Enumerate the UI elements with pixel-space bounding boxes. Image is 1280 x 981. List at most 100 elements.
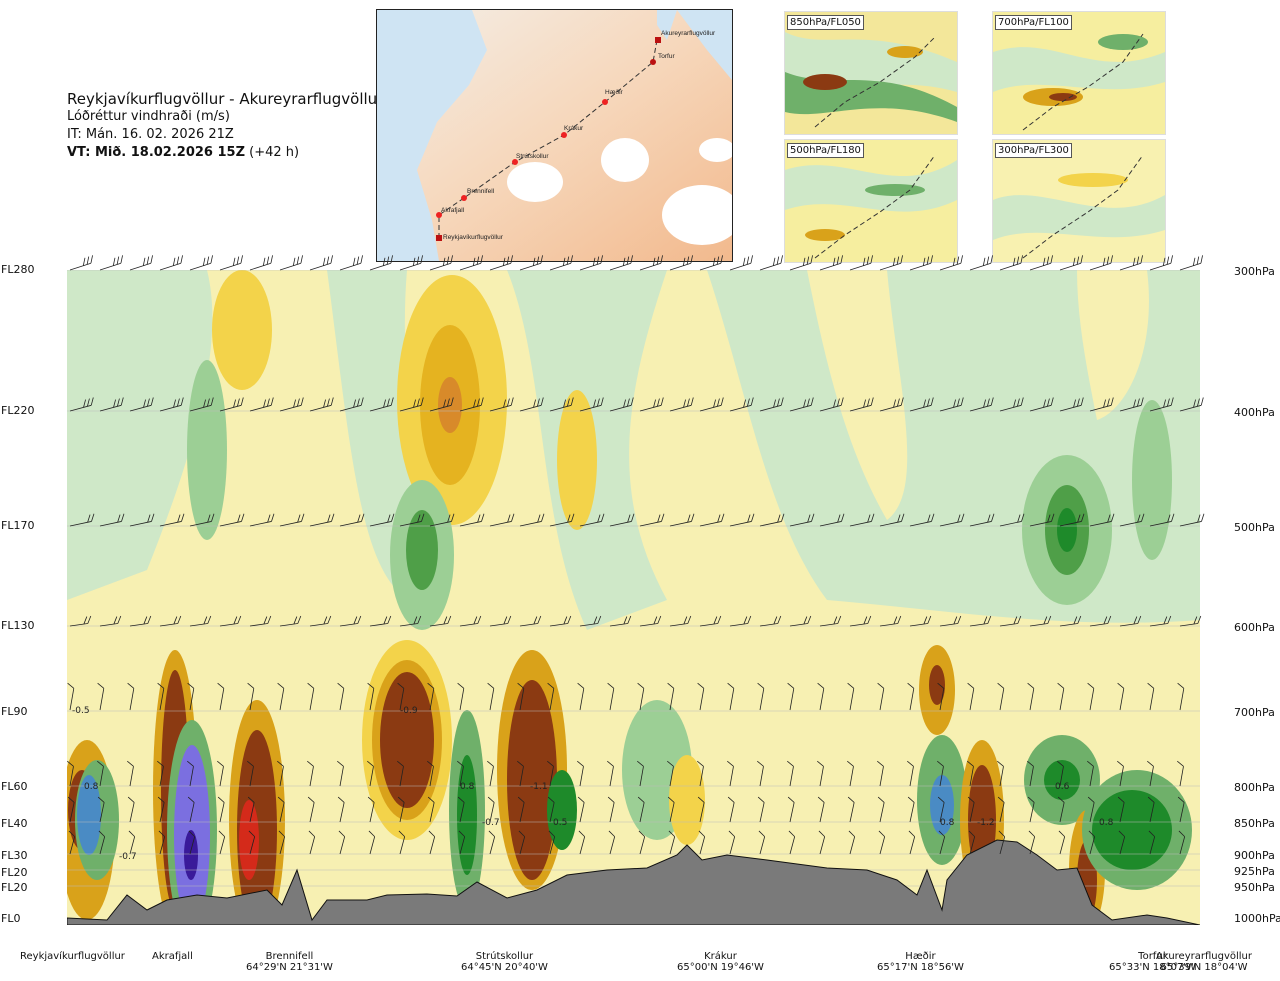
wind-barb <box>99 255 123 271</box>
route-map-svg: Akureyrarflugvöllur Torfur Hæðir Krákur … <box>377 10 732 261</box>
wind-barb <box>249 255 273 271</box>
fl-label: FL20 <box>1 881 28 894</box>
location-name: Hæðir <box>905 951 936 962</box>
wind-barb <box>69 255 93 271</box>
hpa-label: 850hPa <box>1234 817 1275 830</box>
fl-label: FL40 <box>1 817 28 830</box>
thumb-300hpa-svg <box>993 140 1165 262</box>
location-name: Krákur <box>704 951 737 962</box>
contour-value: -1.1 <box>530 782 548 792</box>
cell-down <box>507 680 557 880</box>
point-torfur <box>650 59 656 65</box>
hpa-label: 800hPa <box>1234 781 1275 794</box>
map-label-strutskollur: Strútskollur <box>516 153 549 160</box>
location-brennifell: Brennifell 64°29'N 21°31'W <box>246 951 333 973</box>
cell-down <box>929 665 945 705</box>
location-akrafjall: Akrafjall <box>152 951 193 962</box>
field-down <box>212 270 272 390</box>
location-name: Akureyrarflugvöllur <box>1156 951 1253 962</box>
location-coord: 64°29'N 21°31'W <box>246 962 333 973</box>
route-line <box>438 39 658 238</box>
field-up <box>1057 508 1077 552</box>
thumb-500hpa-label: 500hPa/FL180 <box>787 143 864 158</box>
wind-barb <box>129 255 153 271</box>
route-points <box>436 37 661 241</box>
contour-value: 0.8 <box>1099 818 1114 828</box>
point-akureyri <box>655 37 661 43</box>
location-name: Brennifell <box>265 951 314 962</box>
contour-value: 0.8 <box>84 782 99 792</box>
field-up <box>187 360 227 540</box>
fjord-north <box>657 10 677 40</box>
cell-down <box>239 800 259 880</box>
wind-barb <box>309 255 333 271</box>
location-krakur: Krákur 65°00'N 19°46'W <box>677 951 764 973</box>
wind-barb <box>159 255 183 271</box>
contour-value: 0.8 <box>940 818 955 828</box>
cross-section-svg <box>67 270 1200 925</box>
fl-label: FL170 <box>1 519 35 532</box>
point-strutskollur <box>512 159 518 165</box>
point-akrafjall <box>436 212 442 218</box>
hpa-label: 500hPa <box>1234 521 1275 534</box>
cross-section: -0.5 0.8 -0.7 -0.9 0.8 -0.7 -1.1 0.5 0.8… <box>67 270 1200 925</box>
location-coord: 65°17'N 18°56'W <box>877 962 964 973</box>
sea-north <box>677 10 732 80</box>
fl-label: FL30 <box>1 849 28 862</box>
thumb-700hpa-label: 700hPa/FL100 <box>995 15 1072 30</box>
contour-value: -0.9 <box>400 706 418 716</box>
fl-label: FL90 <box>1 705 28 718</box>
route-title: Reykjavíkurflugvöllur - Akureyrarflugvöl… <box>67 90 384 108</box>
thumb-850hpa[interactable]: 850hPa/FL050 <box>784 11 958 135</box>
contour-value: 0.5 <box>553 818 568 828</box>
field-up <box>1132 400 1172 560</box>
contour-value: -1.2 <box>977 818 995 828</box>
thumb-850hpa-label: 850hPa/FL050 <box>787 15 864 30</box>
title-block: Reykjavíkurflugvöllur - Akureyrarflugvöl… <box>67 90 383 162</box>
thumb-300hpa[interactable]: 300hPa/FL300 <box>992 139 1166 263</box>
cell-up <box>184 830 198 880</box>
field-weak-down <box>1077 270 1149 420</box>
wind-barb <box>969 255 993 271</box>
hpa-label: 1000hPa <box>1234 912 1280 925</box>
wind-barb <box>759 255 783 271</box>
terrain-profile <box>67 839 1200 925</box>
wind-barb <box>189 255 213 271</box>
issue-time: IT: Mán. 16. 02. 2026 21Z <box>67 127 234 142</box>
cell-up <box>547 770 577 850</box>
wind-barb <box>279 255 303 271</box>
glacier-4 <box>699 138 732 162</box>
fl-label: FL20 <box>1 866 28 879</box>
thumb-500hpa-svg <box>785 140 957 262</box>
location-name: Torfur <box>1138 951 1167 962</box>
map-label-reykjavik: Reykjavíkurflugvöllur <box>443 234 504 241</box>
contour-value: -0.7 <box>482 818 500 828</box>
location-coord: 65°39'N 18°04'W <box>1160 962 1248 973</box>
thumb-700hpa[interactable]: 700hPa/FL100 <box>992 11 1166 135</box>
location-coord: 64°45'N 20°40'W <box>461 962 548 973</box>
glacier-2 <box>601 138 649 182</box>
thumb-500hpa[interactable]: 500hPa/FL180 <box>784 139 958 263</box>
location-torfur: Torfur 65°33'N 18°07'W <box>1109 951 1196 973</box>
fl-label: FL60 <box>1 780 28 793</box>
location-name: Reykjavíkurflugvöllur <box>20 951 125 962</box>
wind-barb <box>1179 255 1203 271</box>
location-name: Strútskollur <box>475 951 534 962</box>
location-reykjavik: Reykjavíkurflugvöllur <box>20 951 125 962</box>
point-haedir <box>602 99 608 105</box>
thumb-300hpa-label: 300hPa/FL300 <box>995 143 1072 158</box>
location-coord: 65°33'N 18°07'W <box>1109 962 1196 973</box>
cell-up <box>77 775 101 855</box>
field-down <box>557 390 597 530</box>
valid-time: VT: Mið. 18.02.2026 15Z (+42 h) <box>67 144 383 162</box>
contour-value: 0.8 <box>460 782 475 792</box>
point-brennifell <box>461 195 467 201</box>
fl-label: FL130 <box>1 619 35 632</box>
cell-down <box>380 672 434 808</box>
field-weak-down <box>807 270 908 520</box>
cell-up <box>1092 790 1172 870</box>
cell-down <box>669 755 705 845</box>
hpa-label: 925hPa <box>1234 865 1275 878</box>
map-label-torfur: Torfur <box>658 53 675 60</box>
hpa-label: 700hPa <box>1234 706 1275 719</box>
